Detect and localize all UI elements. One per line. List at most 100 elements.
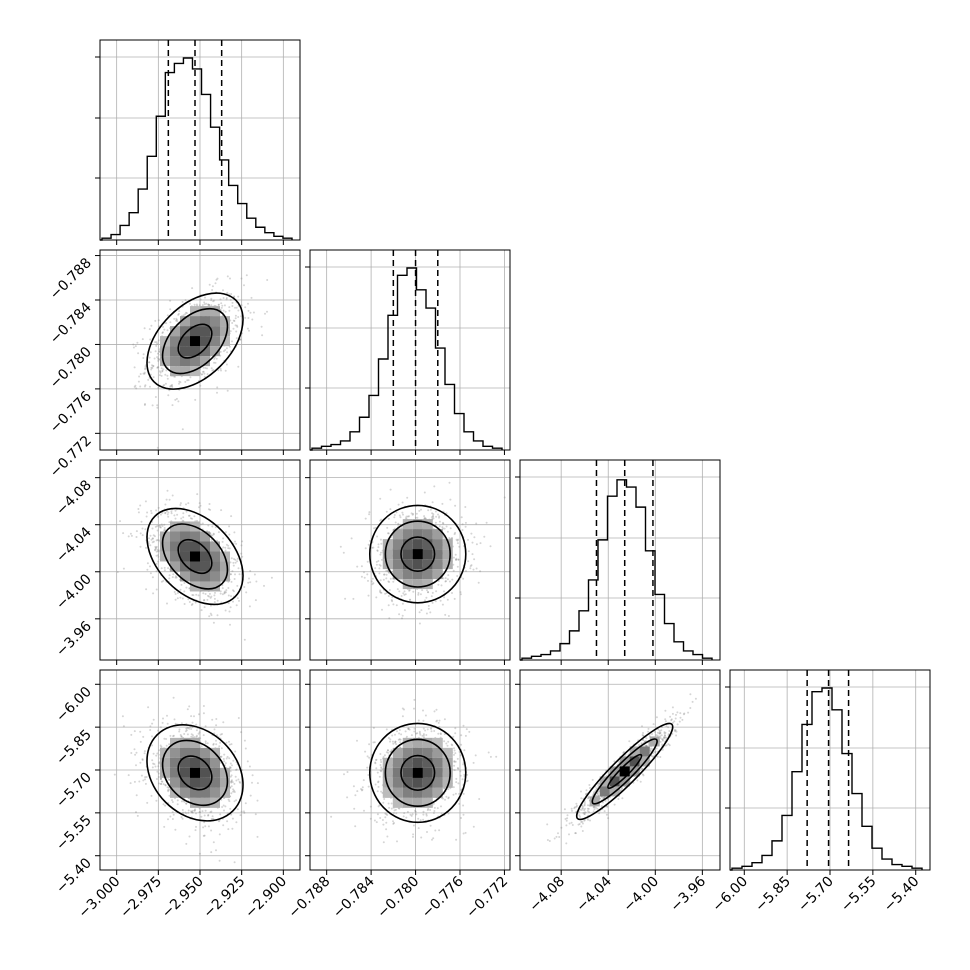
scatter-point	[387, 595, 390, 597]
scatter-point	[438, 520, 441, 523]
scatter-point	[430, 595, 433, 598]
scatter-point	[401, 501, 404, 504]
scatter-point	[144, 384, 147, 387]
scatter-point	[460, 817, 462, 819]
scatter-point	[583, 802, 586, 804]
scatter-point	[354, 794, 357, 797]
scatter-point	[366, 766, 369, 769]
scatter-point	[148, 361, 151, 364]
scatter-point	[234, 775, 237, 778]
scatter-point	[404, 517, 407, 520]
density-cell	[412, 787, 423, 798]
contour-0	[400, 536, 436, 572]
density-cell	[180, 747, 190, 758]
scatter-point	[374, 761, 377, 764]
scatter-point	[371, 583, 374, 586]
scatter-point	[208, 304, 211, 307]
scatter-point	[346, 796, 349, 799]
scatter-point	[457, 558, 460, 561]
scatter-point	[220, 601, 223, 604]
scatter-point	[235, 337, 238, 340]
scatter-panel-0-2	[99, 459, 301, 661]
density-cell	[170, 541, 180, 552]
scatter-point	[459, 591, 462, 594]
scatter-point	[145, 546, 147, 549]
scatter-point	[230, 743, 233, 746]
scatter-point	[209, 612, 212, 615]
scatter-point	[182, 512, 185, 515]
scatter-point	[412, 824, 415, 827]
scatter-point	[387, 580, 390, 583]
scatter-point	[189, 517, 192, 520]
scatter-point	[394, 740, 397, 743]
scatter-point	[211, 369, 214, 372]
scatter-point	[198, 506, 200, 509]
hist-panel-2	[515, 459, 721, 661]
scatter-point	[212, 743, 215, 746]
scatter-point	[122, 532, 125, 535]
scatter-point	[222, 721, 225, 724]
scatter-point	[132, 346, 135, 349]
scatter-point	[398, 807, 401, 810]
scatter-point	[469, 565, 472, 568]
scatter-point	[139, 545, 142, 548]
density-cell	[190, 346, 200, 357]
density-cell	[190, 316, 200, 327]
scatter-point	[157, 515, 160, 518]
density-cell	[422, 777, 433, 788]
scatter-point	[436, 807, 439, 810]
scatter-point	[226, 389, 229, 392]
scatter-point	[243, 586, 246, 588]
density-cell	[402, 569, 413, 580]
scatter-point	[385, 728, 388, 731]
contour-2	[146, 507, 244, 606]
scatter-point	[389, 738, 392, 741]
scatter-point	[388, 581, 391, 583]
scatter-point	[178, 310, 181, 313]
scatter-point	[435, 590, 438, 593]
scatter-point	[156, 366, 159, 369]
scatter-point	[676, 711, 679, 714]
scatter-point	[181, 597, 184, 600]
scatter-point	[162, 803, 165, 806]
scatter-point	[467, 538, 469, 541]
scatter-point	[456, 575, 459, 577]
scatter-point	[201, 810, 204, 813]
scatter-point	[384, 816, 387, 819]
scatter-point	[167, 511, 170, 514]
scatter-point	[353, 807, 356, 810]
scatter-point	[420, 609, 423, 612]
scatter-point	[147, 378, 150, 381]
scatter-point	[216, 614, 219, 617]
scatter-point	[183, 603, 186, 605]
scatter-point	[422, 813, 425, 816]
scatter-point	[433, 485, 436, 488]
scatter-point	[151, 759, 154, 762]
scatter-point	[155, 545, 158, 548]
scatter-point	[587, 804, 589, 807]
scatter-point	[475, 522, 478, 525]
scatter-point	[400, 527, 403, 530]
scatter-point	[437, 732, 440, 735]
scatter-point	[185, 729, 188, 732]
scatter-point	[149, 385, 151, 388]
scatter-point	[381, 608, 383, 611]
scatter-point	[169, 299, 172, 302]
scatter-point	[376, 813, 379, 816]
density-cell	[442, 767, 453, 778]
density-cell	[200, 316, 210, 327]
scatter-point	[435, 720, 438, 723]
scatter-point	[260, 325, 263, 328]
scatter-point	[171, 811, 174, 814]
scatter-point	[122, 725, 125, 728]
scatter-point	[219, 298, 222, 301]
scatter-point	[184, 811, 187, 814]
scatter-point	[179, 588, 182, 591]
scatter-point	[167, 394, 170, 397]
scatter-point	[560, 826, 563, 829]
density-cell	[220, 571, 230, 582]
scatter-point	[225, 591, 227, 594]
scatter-point	[142, 779, 145, 782]
scatter-point	[383, 798, 386, 800]
scatter-point	[235, 330, 238, 333]
